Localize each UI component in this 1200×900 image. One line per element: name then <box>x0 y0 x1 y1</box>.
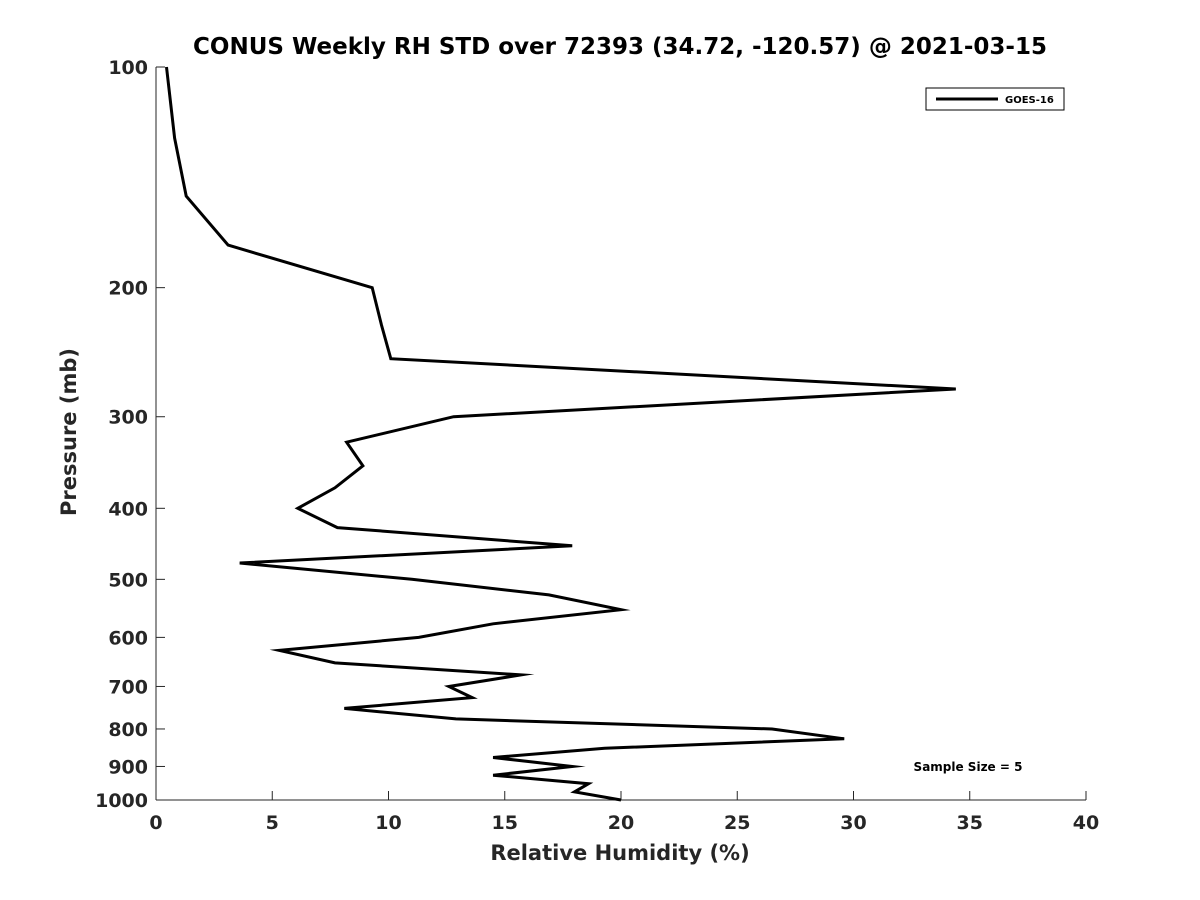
y-tick-label: 800 <box>108 719 148 741</box>
y-tick-label: 1000 <box>95 790 148 812</box>
y-axis-label: Pressure (mb) <box>57 348 81 516</box>
y-tick-label: 900 <box>108 756 148 778</box>
x-tick-label: 0 <box>149 812 162 834</box>
x-tick-label: 20 <box>608 812 634 834</box>
y-tick-label: 400 <box>108 498 148 520</box>
y-tick-label: 500 <box>108 569 148 591</box>
x-tick-label: 5 <box>266 812 279 834</box>
x-axis-ticks: 0 5 10 15 20 25 30 35 40 <box>149 791 1099 834</box>
y-tick-label: 100 <box>108 57 148 79</box>
x-tick-label: 40 <box>1073 812 1099 834</box>
x-tick-label: 30 <box>840 812 866 834</box>
x-tick-label: 25 <box>724 812 750 834</box>
legend-label-goes-16: GOES-16 <box>1005 95 1054 106</box>
chart-title: CONUS Weekly RH STD over 72393 (34.72, -… <box>193 34 1047 60</box>
series-layer <box>165 66 956 802</box>
y-tick-label: 700 <box>108 676 148 698</box>
legend: GOES-16 <box>925 87 1065 111</box>
x-tick-label: 15 <box>492 812 518 834</box>
y-axis-ticks: 100 200 300 400 500 600 700 800 900 1000 <box>95 57 165 812</box>
y-tick-label: 300 <box>108 407 148 429</box>
x-axis-label: Relative Humidity (%) <box>490 841 749 865</box>
y-tick-label: 200 <box>108 278 148 300</box>
y-tick-label: 600 <box>108 627 148 649</box>
sample-size-annotation: Sample Size = 5 <box>914 760 1023 774</box>
x-tick-label: 10 <box>375 812 401 834</box>
series-line-goes-16 <box>165 66 956 802</box>
x-tick-label: 35 <box>957 812 983 834</box>
